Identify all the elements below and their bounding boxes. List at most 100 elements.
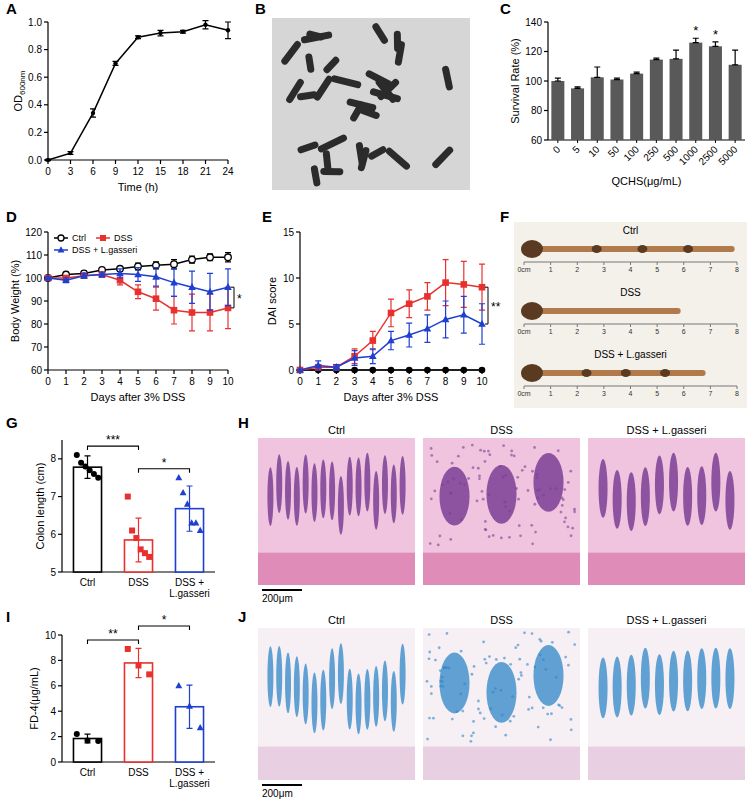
error-bar — [136, 648, 142, 677]
bacterium — [305, 53, 315, 73]
ruler-tick — [550, 386, 551, 389]
x-tick-label: 21 — [200, 166, 212, 177]
error-bar — [388, 299, 394, 327]
x-tick-label: 2 — [81, 376, 87, 387]
x-tick-label: 8 — [443, 376, 449, 387]
cell — [449, 512, 452, 515]
plot-area — [296, 260, 486, 374]
cell — [524, 465, 527, 468]
point — [188, 283, 196, 290]
cell — [436, 460, 439, 463]
cell — [526, 663, 529, 666]
point — [46, 158, 50, 162]
cell — [554, 487, 557, 490]
cell — [479, 712, 482, 715]
crypt — [267, 467, 273, 526]
y-tick-label: 0.6 — [28, 72, 42, 83]
error-bar — [443, 260, 449, 306]
x-tick-label: 10 — [586, 143, 602, 159]
cell — [527, 708, 530, 711]
cell — [555, 676, 558, 679]
cell — [488, 493, 491, 496]
cell — [534, 666, 537, 669]
significance: *** — [106, 433, 120, 447]
cell — [428, 651, 431, 654]
legend-label: DSS + L.gasseri — [72, 245, 137, 255]
cell — [442, 667, 445, 670]
cell — [469, 740, 472, 743]
ruler-label: 3 — [602, 266, 606, 273]
x-tick-label: 7 — [425, 376, 431, 387]
cell — [508, 510, 511, 513]
point — [351, 354, 359, 361]
point — [170, 278, 178, 285]
crypt — [669, 453, 678, 512]
x-tick-label: 5 — [388, 376, 394, 387]
significance: * — [713, 27, 718, 42]
point — [146, 554, 152, 560]
cell — [516, 476, 519, 479]
crypt — [347, 669, 353, 730]
cell — [484, 460, 487, 463]
point — [197, 724, 204, 730]
x-tick-label: 0 — [297, 376, 303, 387]
pellet — [683, 245, 693, 253]
ruler-label: 5 — [655, 328, 659, 335]
crypt — [338, 476, 344, 535]
cell — [449, 538, 452, 541]
bar — [591, 77, 604, 140]
y-tick-label: 6 — [50, 529, 56, 540]
muscle-layer — [258, 747, 415, 780]
cell — [471, 673, 474, 676]
cell — [448, 667, 451, 670]
x-tick-label: 12 — [132, 166, 144, 177]
point — [136, 35, 140, 39]
y-tick-label: 140 — [525, 17, 542, 28]
ruler-label: 4 — [629, 328, 633, 335]
point — [171, 307, 178, 314]
cell — [561, 706, 564, 709]
point — [369, 352, 377, 359]
crypt — [276, 454, 282, 513]
cell — [451, 718, 454, 721]
cell — [542, 494, 545, 497]
y-tick — [544, 51, 548, 52]
cell — [482, 498, 485, 501]
bar — [630, 74, 643, 140]
x-tick — [92, 160, 93, 164]
significance: * — [237, 292, 242, 306]
x-axis-title: Days after 3% DSS — [344, 391, 439, 403]
muscle-layer — [258, 553, 415, 585]
bacterium — [285, 78, 305, 105]
bacterium — [369, 88, 402, 104]
error-bar — [712, 42, 718, 46]
point — [351, 367, 358, 374]
y-tick — [44, 323, 48, 324]
cell — [478, 475, 481, 478]
crypt — [400, 644, 406, 705]
crypt — [364, 453, 370, 512]
point — [189, 256, 196, 263]
point — [129, 528, 135, 534]
crypt — [439, 467, 469, 526]
y-tick-label: 5 — [50, 567, 56, 578]
ruler-label: 8 — [735, 390, 739, 397]
cell — [492, 691, 495, 694]
error-bar — [575, 87, 581, 88]
x-tick — [227, 370, 228, 374]
ruler-tick — [577, 386, 578, 389]
cell — [509, 663, 512, 666]
cell — [570, 728, 573, 731]
significance: ** — [108, 627, 118, 641]
y-tick-label: 2 — [50, 731, 56, 742]
cell — [489, 707, 492, 710]
point — [186, 702, 193, 708]
legend-marker — [100, 235, 106, 241]
error-bar — [388, 331, 394, 349]
y-axis — [299, 232, 300, 370]
x-tick — [101, 370, 102, 374]
y-axis-title-sub: 600nm — [18, 70, 27, 95]
bar — [73, 467, 101, 572]
cell — [428, 633, 431, 636]
panel-letter: H — [238, 414, 249, 431]
